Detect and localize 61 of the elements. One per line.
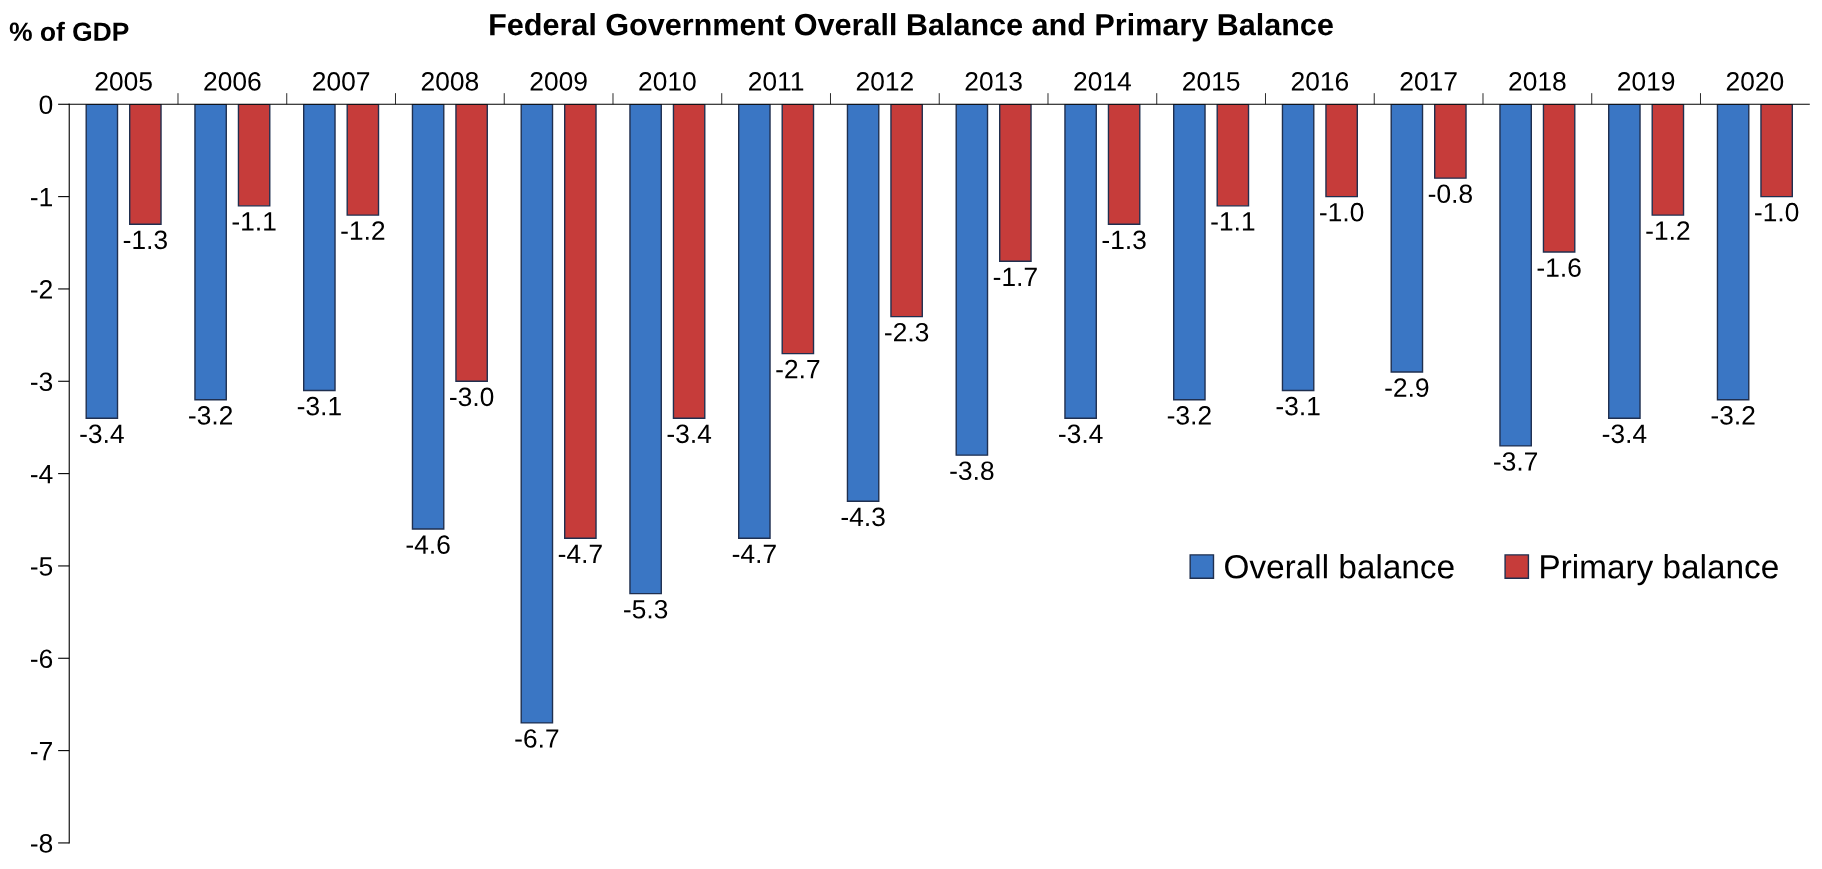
- data-label: -1.7: [993, 267, 1037, 286]
- data-label: -3.4: [80, 424, 124, 444]
- x-tick-label: 2017: [1400, 72, 1457, 91]
- x-tick-label: 2012: [856, 72, 913, 91]
- x-tick-label: 2020: [1726, 72, 1784, 91]
- data-label: -1.0: [1320, 202, 1364, 222]
- y-axis-title: % of GDP: [9, 21, 129, 42]
- data-label: -0.8: [1428, 184, 1472, 204]
- x-tick-label: 2015: [1183, 72, 1240, 91]
- data-label: -3.7: [1494, 452, 1538, 471]
- x-tick-label: 2006: [204, 72, 261, 91]
- data-label: -5.3: [624, 599, 668, 619]
- legend-label: Overall balance: [1225, 554, 1454, 579]
- data-label: -1.0: [1755, 202, 1799, 222]
- x-tick-label: 2011: [749, 72, 804, 91]
- x-tick-label: 2019: [1618, 72, 1675, 91]
- x-tick-label: 2016: [1291, 72, 1349, 91]
- data-label: -4.7: [732, 544, 776, 563]
- x-tick-label: 2008: [421, 72, 479, 91]
- x-tick-label: 2014: [1074, 72, 1131, 91]
- y-tick-label: -4: [30, 465, 53, 484]
- data-label: -4.6: [406, 535, 450, 554]
- y-tick-label: -2: [30, 280, 52, 299]
- data-label: -6.7: [515, 729, 559, 748]
- data-label: -3.0: [450, 387, 494, 407]
- y-tick-label: -1: [30, 188, 52, 207]
- data-label: -3.4: [1059, 424, 1103, 444]
- data-label: -1.3: [1102, 230, 1146, 250]
- y-tick-label: -8: [30, 834, 53, 853]
- data-label: -3.2: [1711, 405, 1755, 425]
- data-label: -2.7: [776, 359, 820, 379]
- x-tick-label: 2013: [965, 72, 1022, 91]
- data-label: -4.3: [841, 507, 885, 527]
- data-label: -1.2: [1646, 221, 1690, 240]
- chart-title: Federal Government Overall Balance and Primary Balance: [490, 13, 1333, 42]
- data-label: -4.7: [558, 544, 602, 563]
- x-tick-label: 2007: [313, 72, 370, 91]
- data-label: -1.1: [1211, 212, 1255, 231]
- data-label: -3.1: [1276, 396, 1320, 416]
- x-tick-label: 2018: [1509, 72, 1566, 91]
- data-label: -3.8: [950, 461, 994, 481]
- data-label: -2.9: [1385, 378, 1429, 397]
- data-label: -3.1: [297, 396, 341, 416]
- data-label: -2.3: [885, 322, 929, 342]
- y-tick-label: -7: [30, 742, 52, 761]
- data-label: -1.6: [1537, 258, 1581, 277]
- x-tick-label: 2009: [530, 72, 587, 91]
- legend-label: Primary balance: [1541, 554, 1778, 586]
- data-label: -3.4: [667, 424, 712, 444]
- data-label: -1.3: [123, 230, 167, 250]
- y-tick-label: -3: [30, 372, 53, 392]
- x-tick-label: 2010: [639, 72, 696, 91]
- y-tick-label: -5: [30, 557, 53, 576]
- y-tick-label: 0: [39, 95, 53, 115]
- x-tick-label: 2005: [95, 72, 152, 91]
- y-tick-label: -6: [30, 649, 53, 669]
- data-label: -3.2: [1167, 405, 1211, 425]
- data-label: -1.1: [232, 212, 276, 231]
- data-label: -1.2: [341, 221, 385, 240]
- data-label: -3.4: [1602, 424, 1647, 444]
- data-label: -3.2: [189, 405, 233, 425]
